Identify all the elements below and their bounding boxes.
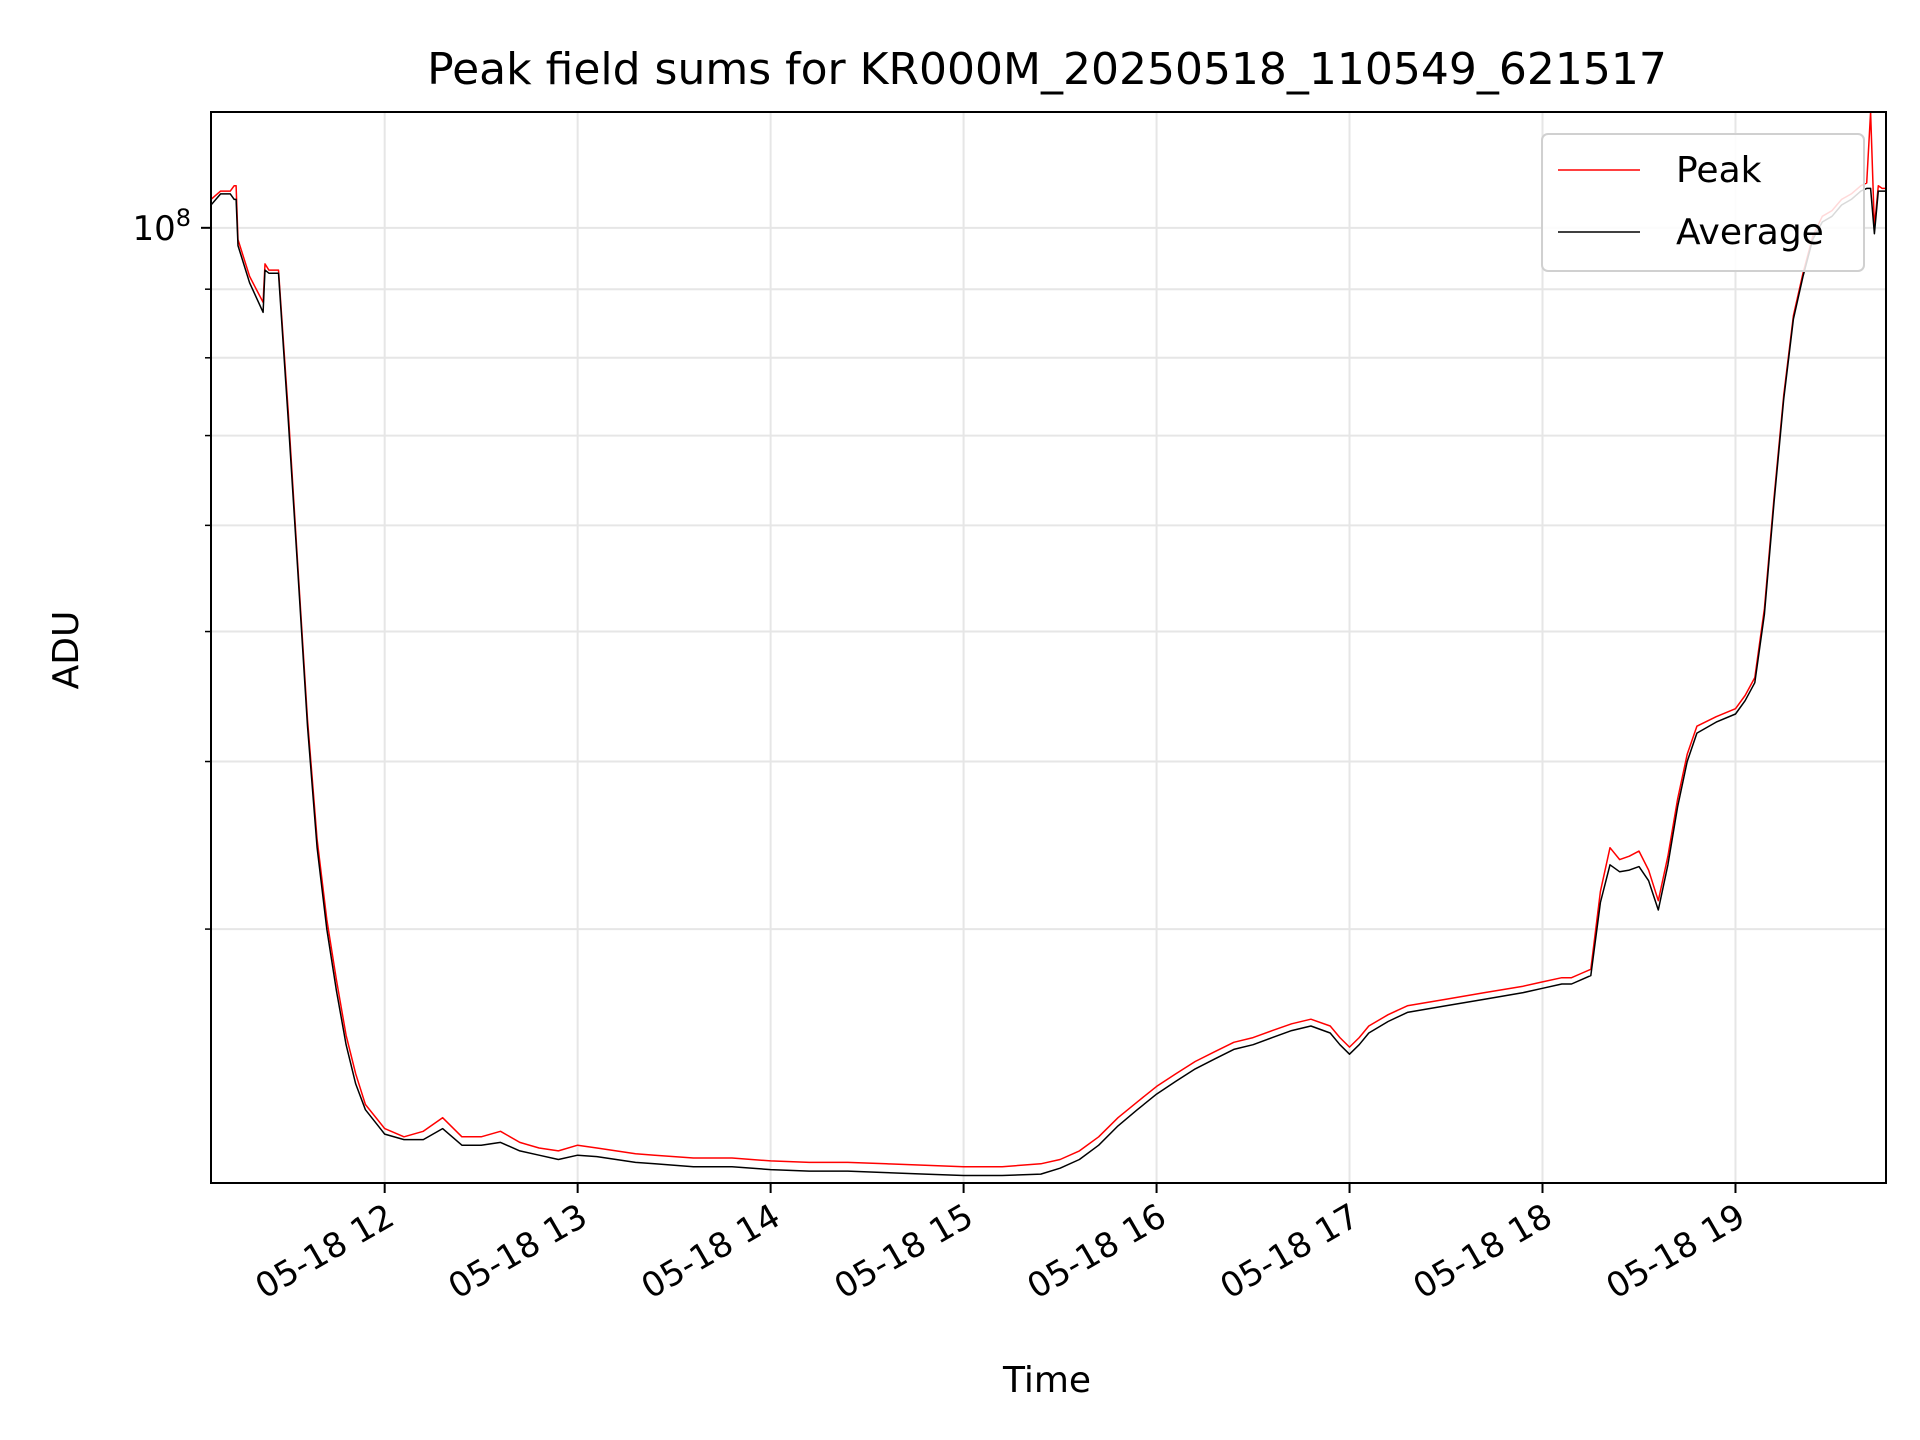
x-axis-label: Time <box>1002 1360 1091 1401</box>
grid <box>211 112 1886 1183</box>
legend-label-average: Average <box>1676 212 1824 253</box>
legend-box <box>1541 133 1865 272</box>
chart-title: Peak field sums for KR000M_20250518_1105… <box>427 44 1667 95</box>
axes-frame <box>210 111 1887 1184</box>
legend: Peak Average <box>1541 133 1865 272</box>
series-lines <box>211 112 1886 1177</box>
y-axis-label: ADU <box>46 611 87 690</box>
y-tick-label: 108 <box>132 204 191 249</box>
series-line-average <box>211 187 1886 1177</box>
legend-label-peak: Peak <box>1676 150 1762 191</box>
series-line-peak <box>211 112 1886 1168</box>
